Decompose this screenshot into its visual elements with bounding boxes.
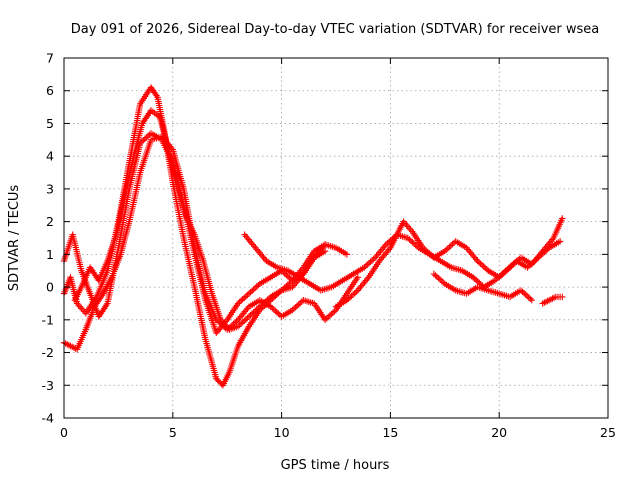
y-tick-label: 5 xyxy=(46,116,54,131)
y-tick-label: 0 xyxy=(46,280,54,295)
plot-frame xyxy=(63,57,609,419)
series-track-8 xyxy=(539,293,566,307)
axis-ticks: 0 5 10 15 20 25 -4 -3 -2 -1 0 1 2 3 4 5 6 7 xyxy=(42,51,616,441)
y-axis-label: SDTVAR / TECUs xyxy=(7,185,22,292)
x-tick-label: 25 xyxy=(600,425,616,440)
series-track-1 xyxy=(60,84,351,389)
data-point-markers xyxy=(332,215,566,310)
x-tick-label: 15 xyxy=(382,425,398,440)
data-marks xyxy=(60,84,566,389)
series-track-6 xyxy=(332,215,566,310)
x-axis-label: GPS time / hours xyxy=(281,458,390,473)
chart-title: Day 091 of 2026, Sidereal Day-to-day VTE… xyxy=(71,22,600,37)
y-tick-label: 3 xyxy=(46,181,54,196)
y-tick-label: 6 xyxy=(46,83,54,98)
series-track-4 xyxy=(71,107,329,333)
data-point-markers xyxy=(241,231,564,294)
data-point-markers xyxy=(60,84,351,389)
y-tick-label: 4 xyxy=(46,149,54,164)
data-point-markers xyxy=(71,107,329,333)
data-point-markers xyxy=(539,293,566,307)
y-tick-label: 7 xyxy=(46,51,54,66)
x-tick-label: 0 xyxy=(60,425,68,440)
y-tick-label: -2 xyxy=(42,345,54,360)
grid xyxy=(63,57,609,419)
y-tick-label: 1 xyxy=(46,247,54,262)
y-tick-label: -3 xyxy=(42,378,54,393)
series-track-7 xyxy=(430,270,535,304)
data-point-markers xyxy=(430,270,535,304)
y-tick-label: 2 xyxy=(46,214,54,229)
y-tick-label: -1 xyxy=(42,312,54,327)
x-tick-label: 10 xyxy=(274,425,290,440)
x-tick-label: 20 xyxy=(491,425,507,440)
y-tick-label: -4 xyxy=(42,411,55,426)
series-track-5 xyxy=(241,231,564,294)
x-tick-label: 5 xyxy=(169,425,177,440)
